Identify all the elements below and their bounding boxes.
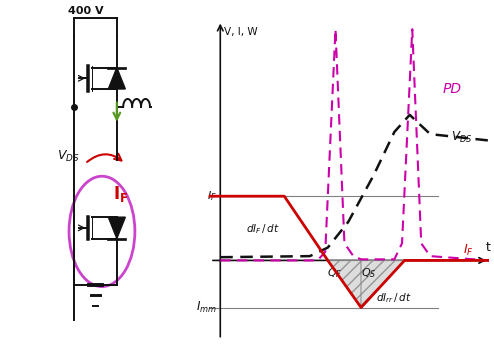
Text: V, I, W: V, I, W	[224, 27, 258, 37]
Text: $I_F$: $I_F$	[207, 189, 217, 203]
Polygon shape	[108, 217, 125, 239]
Text: $I_{mm}$: $I_{mm}$	[196, 300, 217, 315]
Text: 400 V: 400 V	[68, 6, 104, 16]
Text: $dI_F\,/\,dt$: $dI_F\,/\,dt$	[246, 222, 280, 236]
Polygon shape	[361, 261, 405, 308]
Polygon shape	[328, 261, 361, 308]
Text: PD: PD	[443, 83, 462, 96]
Text: $I_F$: $I_F$	[463, 242, 474, 258]
Text: t: t	[485, 241, 490, 253]
Text: $\mathbf{I_F}$: $\mathbf{I_F}$	[113, 184, 128, 204]
Text: $Q_S$: $Q_S$	[361, 267, 376, 280]
Text: $dI_{rr}\,/\,dt$: $dI_{rr}\,/\,dt$	[376, 291, 412, 305]
Polygon shape	[108, 68, 125, 89]
Text: $V_{DS}$: $V_{DS}$	[451, 130, 472, 145]
Text: $Q_F$: $Q_F$	[327, 267, 342, 280]
Text: $V_{DS}$: $V_{DS}$	[57, 149, 80, 164]
FancyArrowPatch shape	[87, 154, 122, 162]
